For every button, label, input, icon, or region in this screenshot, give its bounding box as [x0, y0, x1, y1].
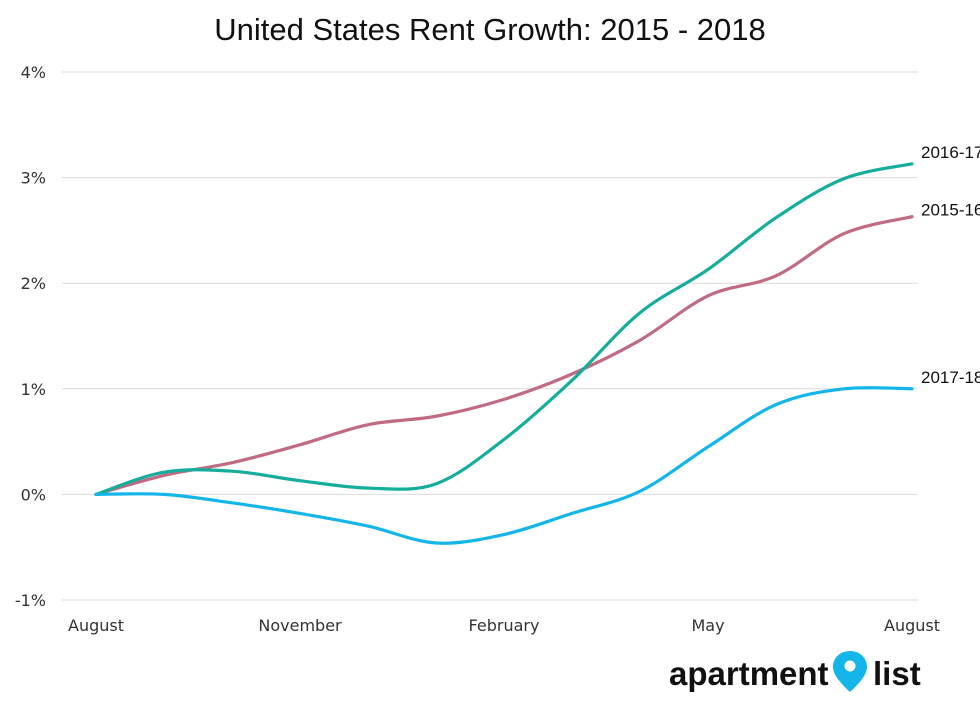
series-line-2015-16 — [94, 215, 914, 496]
series-lines — [94, 162, 914, 545]
x-tick-label: February — [469, 616, 540, 635]
y-tick-label: 0% — [21, 485, 46, 504]
y-tick-label: 4% — [21, 63, 46, 82]
logo-word-list: list — [873, 655, 921, 692]
series-label-2016-17: 2016-17 — [921, 143, 980, 162]
series-label-2015-16: 2015-16 — [921, 201, 980, 220]
chart-title: United States Rent Growth: 2015 - 2018 — [214, 12, 765, 47]
series-labels: 2015-16 2016-17 2017-18 — [921, 143, 980, 387]
y-tick-label: 2% — [21, 274, 46, 293]
apartment-list-logo: apartment list — [669, 651, 921, 692]
series-label-2017-18: 2017-18 — [921, 368, 980, 387]
x-tick-label: August — [884, 616, 940, 635]
x-axis-ticks: August November February May August — [68, 616, 940, 635]
x-tick-label: November — [258, 616, 342, 635]
y-tick-label: 3% — [21, 169, 46, 188]
map-pin-icon — [833, 651, 867, 692]
series-line-2016-17 — [94, 162, 914, 496]
y-axis-ticks: -1% 0% 1% 2% 3% 4% — [15, 63, 46, 610]
x-tick-label: August — [68, 616, 124, 635]
y-tick-label: 1% — [21, 380, 46, 399]
series-line-2017-18 — [94, 386, 914, 545]
logo-word-apartment: apartment — [669, 655, 829, 692]
y-tick-label: -1% — [15, 591, 46, 610]
x-tick-label: May — [691, 616, 724, 635]
gridlines — [62, 71, 918, 601]
